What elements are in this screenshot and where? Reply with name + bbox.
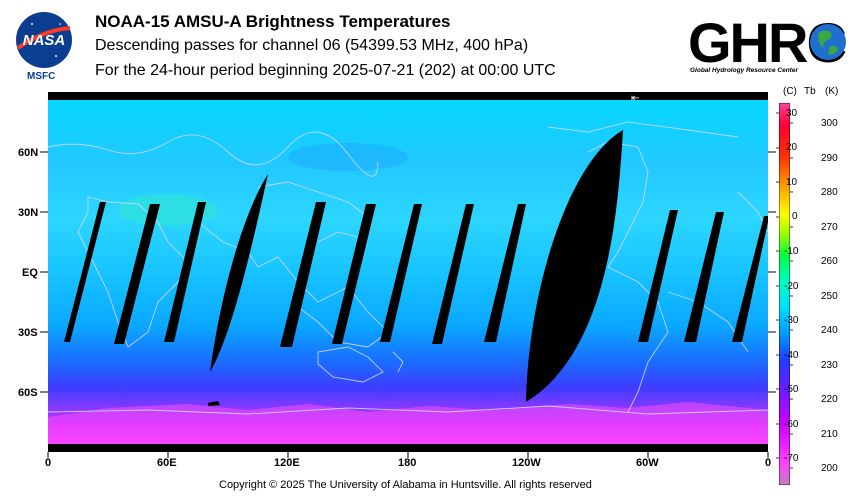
lat-label-30n: 30N	[18, 207, 39, 219]
lat-label-30s: 30S	[18, 327, 38, 339]
ghrc-logo: GHRC	[688, 12, 847, 74]
wrap-arrow: ⇤	[631, 93, 639, 104]
warm-anomaly	[118, 194, 218, 226]
colorbar-k-tick: 260	[821, 256, 838, 267]
colorbar-k-tick: 300	[821, 118, 838, 129]
colorbar-c-tick: -70	[784, 453, 799, 464]
colorbar-c-tick: 30	[786, 108, 798, 119]
lon-label-60w: 60W	[636, 457, 659, 469]
colorbar-k-tick: 230	[821, 360, 838, 371]
msfc-label: MSFC	[27, 71, 56, 82]
subtitle-channel: Descending passes for channel 06 (54399.…	[95, 37, 529, 54]
colorbar	[779, 103, 790, 485]
colorbar-c-tick: 20	[786, 142, 798, 153]
colorbar-header-tb: Tb	[804, 86, 816, 97]
colorbar-k-tick: 270	[821, 222, 838, 233]
nasa-logo: NASA	[16, 12, 72, 68]
lon-label-180: 180	[398, 457, 417, 469]
lat-label-eq: EQ	[22, 267, 38, 279]
subtitle-period: For the 24-hour period beginning 2025-07…	[95, 62, 556, 79]
colorbar-c-tick: -20	[784, 281, 799, 292]
copyright-notice: Copyright © 2025 The University of Alaba…	[219, 479, 592, 491]
colorbar-k-tick: 210	[821, 429, 838, 440]
lon-label-120e: 120E	[274, 457, 300, 469]
colorbar-c-tick: -30	[784, 315, 799, 326]
coastlines	[48, 121, 768, 415]
brightness-temperature-map: ⇤	[48, 92, 768, 452]
lat-label-60s: 60S	[18, 387, 38, 399]
lon-label-120w: 120W	[512, 457, 541, 469]
colorbar-c-tick: 10	[786, 177, 798, 188]
colorbar-header-c: (C)	[783, 86, 797, 97]
colorbar-k-tick: 200	[821, 463, 838, 474]
page-title: NOAA-15 AMSU-A Brightness Temperatures	[95, 12, 451, 31]
colorbar-k-tick: 240	[821, 325, 838, 336]
antarctica-land	[48, 402, 768, 444]
lon-label-60e: 60E	[157, 457, 177, 469]
lon-label-0-east: 0	[765, 457, 772, 469]
data-gap-swaths	[64, 130, 768, 406]
colorbar-k-tick: 290	[821, 153, 838, 164]
map-background	[48, 92, 768, 452]
colorbar-c-tick: 0	[792, 211, 798, 222]
top-black-band	[48, 92, 768, 100]
lon-label-0: 0	[45, 457, 52, 469]
bottom-black-band	[48, 444, 768, 452]
lat-label-60n: 60N	[18, 147, 39, 159]
colorbar-k-tick: 280	[821, 187, 838, 198]
colorbar-k-tick: 250	[821, 291, 838, 302]
colorbar-c-tick: -40	[784, 350, 799, 361]
map-frame-ticks	[40, 151, 776, 458]
colorbar-c-tick: -60	[784, 419, 799, 430]
ghrc-subtitle: Global Hydrology Resource Center	[690, 67, 798, 74]
colorbar-c-tick: -10	[784, 246, 799, 257]
colorbar-header-k: (K)	[825, 86, 839, 97]
colorbar-ticks	[776, 112, 793, 469]
colorbar-c-tick: -50	[784, 384, 799, 395]
nasa-logo-text: NASA	[23, 32, 66, 49]
colorbar-k-tick: 220	[821, 394, 838, 405]
